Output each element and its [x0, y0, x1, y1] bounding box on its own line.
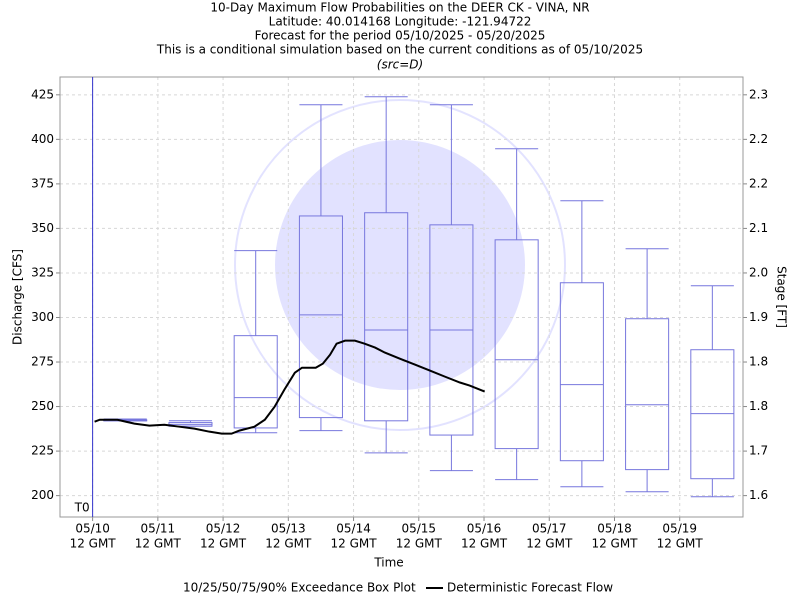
- x-tick-sublabel: 12 GMT: [461, 537, 508, 551]
- upper-whisker: [495, 148, 539, 240]
- y2-tick-label: 2.2: [749, 176, 768, 190]
- x-tick-label: 05/16: [467, 522, 502, 536]
- plot-frame: [59, 76, 744, 518]
- x-tick-sublabel: 12 GMT: [70, 537, 117, 551]
- watermark: [234, 99, 566, 431]
- lower-whisker: [299, 417, 343, 432]
- lower-whisker: [560, 460, 604, 488]
- lower-whisker: [364, 420, 408, 454]
- y2-tick-label: 1.8: [749, 355, 768, 369]
- x-tick-label: 05/15: [401, 522, 436, 536]
- y2-tick-label: 2.3: [749, 87, 768, 101]
- x-tick-label: 05/18: [597, 522, 632, 536]
- watermark-ring: [234, 99, 566, 431]
- box: [494, 239, 539, 450]
- watermark-disc: [275, 140, 525, 390]
- t0-label: T0: [74, 501, 90, 515]
- x-tick-sublabel: 12 GMT: [265, 537, 312, 551]
- y-tick-label: 350: [31, 221, 54, 235]
- box: [233, 335, 278, 429]
- x-axis-label: Time: [373, 556, 403, 570]
- x-tick-label: 05/13: [271, 522, 306, 536]
- lower-whisker: [690, 478, 734, 498]
- box: [690, 349, 735, 480]
- x-tick-sublabel: 12 GMT: [526, 537, 573, 551]
- x-tick-sublabel: 12 GMT: [396, 537, 443, 551]
- x-tick-label: 05/10: [75, 522, 110, 536]
- x-tick-label: 05/14: [336, 522, 371, 536]
- x-tick-label: 05/17: [532, 522, 567, 536]
- y-tick-label: 325: [31, 265, 54, 279]
- upper-whisker: [234, 250, 278, 336]
- source-note: (src=D): [377, 58, 423, 72]
- lower-whisker: [234, 427, 278, 434]
- box: [559, 282, 604, 462]
- upper-whisker: [364, 96, 408, 213]
- y2-tick-label: 1.8: [749, 399, 768, 413]
- box: [298, 215, 343, 419]
- lower-whisker: [495, 448, 539, 481]
- upper-whisker: [690, 285, 734, 350]
- y2-tick-label: 2.1: [749, 221, 768, 235]
- chart-subtitle: This is a conditional simulation based o…: [156, 43, 643, 57]
- box: [364, 212, 409, 422]
- y-tick-label: 300: [31, 310, 54, 324]
- y-tick-label: 275: [31, 355, 54, 369]
- lower-whisker: [429, 435, 473, 472]
- x-tick-sublabel: 12 GMT: [591, 537, 638, 551]
- upper-whisker: [625, 248, 669, 319]
- y-tick-label: 375: [31, 176, 54, 190]
- chart-title: 10-Day Maximum Flow Probabilities on the…: [210, 1, 589, 15]
- y-tick-label: 250: [31, 399, 54, 413]
- upper-whisker: [560, 200, 604, 283]
- x-tick-label: 05/11: [141, 522, 176, 536]
- upper-whisker: [299, 104, 343, 216]
- y-tick-label: 225: [31, 444, 54, 458]
- lower-whisker: [625, 469, 669, 493]
- y-axis-label: Discharge [CFS]: [11, 249, 25, 345]
- upper-whisker: [429, 104, 473, 225]
- y2-tick-label: 2.0: [749, 265, 768, 279]
- box: [625, 318, 670, 471]
- x-tick-sublabel: 12 GMT: [200, 537, 247, 551]
- forecast-line: [94, 339, 486, 435]
- y-tick-label: 200: [31, 488, 54, 502]
- y2-tick-label: 1.9: [749, 310, 768, 324]
- x-tick-label: 05/12: [206, 522, 241, 536]
- y2-tick-label: 1.7: [749, 444, 768, 458]
- x-tick-sublabel: 12 GMT: [331, 537, 378, 551]
- chart-subtitle: Latitude: 40.014168 Longitude: -121.9472…: [269, 15, 532, 29]
- legend-label: Deterministic Forecast Flow: [447, 581, 613, 595]
- chart-subtitle: Forecast for the period 05/10/2025 - 05/…: [255, 29, 546, 43]
- x-tick-label: 05/19: [662, 522, 697, 536]
- y-tick-label: 400: [31, 132, 54, 146]
- x-tick-sublabel: 12 GMT: [657, 537, 704, 551]
- y-tick-label: 425: [31, 87, 54, 101]
- y2-tick-label: 1.6: [749, 488, 768, 502]
- x-tick-sublabel: 12 GMT: [135, 537, 182, 551]
- legend-label: 10/25/50/75/90% Exceedance Box Plot: [183, 581, 416, 595]
- y2-tick-label: 2.2: [749, 132, 768, 146]
- y2-axis-label: Stage [FT]: [775, 266, 789, 328]
